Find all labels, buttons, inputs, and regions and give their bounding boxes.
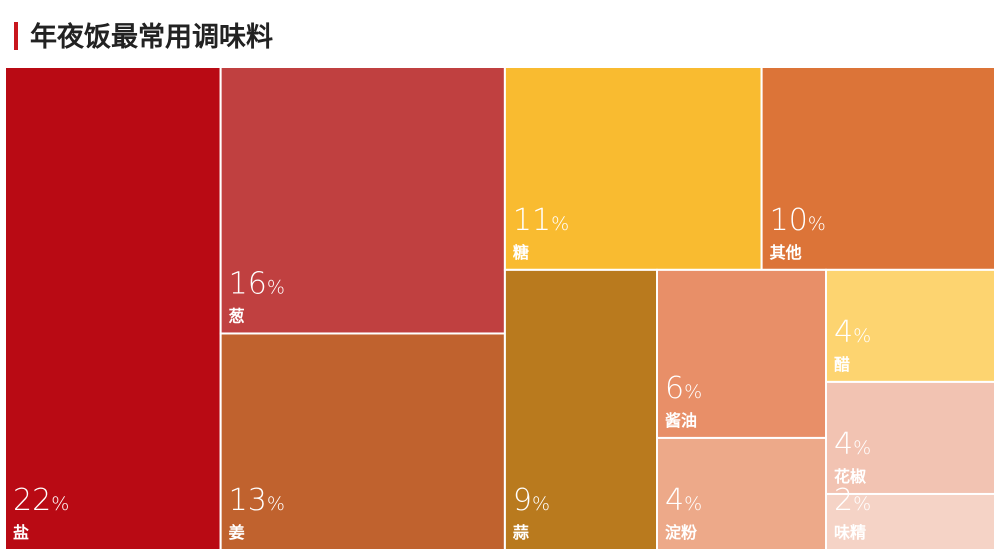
category-label: 醋 (834, 355, 850, 374)
treemap-cell (4, 66, 222, 551)
treemap-cell (825, 268, 997, 383)
category-label: 姜 (229, 523, 245, 542)
category-label: 盐 (13, 523, 29, 542)
category-label: 花椒 (834, 467, 866, 486)
treemap-cell (825, 380, 997, 495)
treemap-cell (656, 268, 828, 439)
category-label: 其他 (770, 243, 802, 262)
treemap-cell (503, 66, 763, 271)
chart-title: 年夜饭最常用调味料 (30, 21, 273, 53)
title-accent (14, 22, 18, 50)
category-label: 味精 (834, 523, 866, 542)
category-label: 蒜 (513, 523, 529, 542)
treemap-cell (503, 268, 659, 551)
treemap-cell (760, 66, 996, 271)
value-label: 9% (513, 483, 550, 518)
treemap-cell (219, 332, 506, 551)
value-label: 2% (834, 483, 871, 518)
treemap-cell (656, 436, 828, 551)
category-label: 葱 (229, 306, 245, 325)
treemap-cell (219, 66, 506, 335)
treemap-cell (825, 492, 997, 551)
category-label: 糖 (513, 243, 529, 262)
category-label: 酱油 (665, 411, 697, 430)
category-label: 淀粉 (665, 523, 697, 542)
